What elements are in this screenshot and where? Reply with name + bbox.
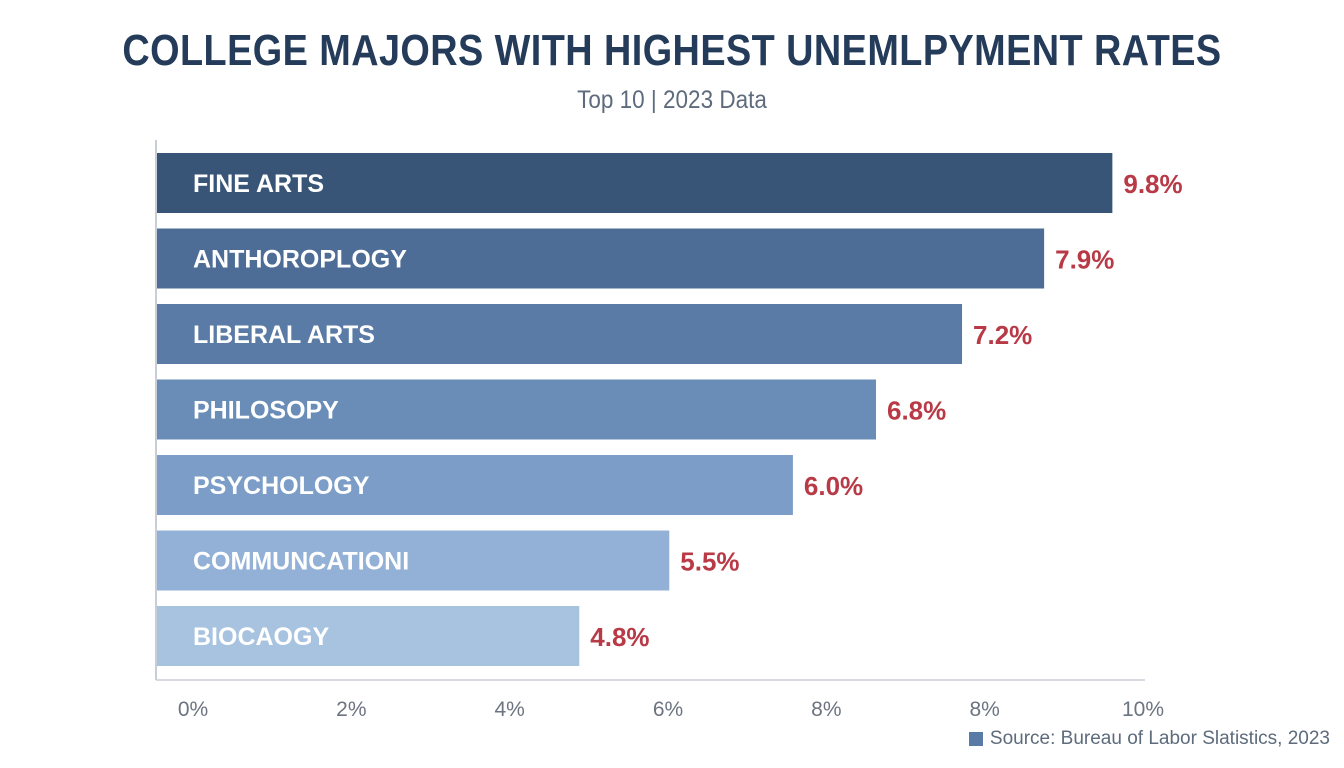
bar-category-label: BIOCAOGY — [193, 623, 329, 651]
bar-value-label: 7.9% — [1055, 245, 1114, 275]
bar — [156, 455, 793, 515]
bar-category-label: LIBERAL ARTS — [193, 321, 375, 349]
bar-value-label: 5.5% — [680, 547, 739, 577]
source-text: Source: Bureau of Labor Slatistics, 2023 — [989, 728, 1330, 749]
x-tick-label: 6% — [653, 698, 683, 721]
bar-value-label: 9.8% — [1123, 169, 1182, 199]
x-tick-label: 4% — [494, 698, 524, 721]
bar — [156, 228, 1045, 289]
x-tick-label: 8% — [969, 698, 999, 721]
chart-title: COLLEGE MAJORS WITH HIGHEST UNEMLPYMENT … — [122, 26, 1222, 75]
bars-group: FINE ARTS 9.8% ANTHOROPLOGY 7.9% LIBERAL ART… — [156, 153, 1183, 666]
bar — [156, 304, 963, 364]
x-tick-label: 2% — [336, 698, 366, 721]
x-tick-label: 10% — [1122, 698, 1164, 721]
bar — [156, 379, 876, 440]
bar-category-label: FINE ARTS — [193, 170, 324, 198]
x-tick-label: 0% — [178, 698, 208, 721]
chart-subtitle: Top 10 | 2023 Data — [577, 86, 767, 114]
source-legend-swatch — [968, 732, 983, 746]
bar — [156, 530, 670, 591]
bar-value-label: 4.8% — [590, 622, 649, 652]
bar-value-label: 6.8% — [887, 396, 946, 426]
x-axis: 0% 2% 4% 6% 8% 8% 10% — [155, 140, 1164, 721]
bar-category-label: PSYCHOLOGY — [193, 472, 370, 500]
source-note: Source: Bureau of Labor Slatistics, 2023 — [968, 728, 1330, 750]
bar-value-label: 7.2% — [973, 320, 1032, 350]
bar — [156, 606, 580, 666]
bar-category-label: ANTHOROPLOGY — [193, 246, 407, 274]
bar-value-label: 6.0% — [804, 471, 863, 501]
bar-category-label: PHILOSOPY — [193, 397, 339, 425]
x-tick-label: 8% — [811, 698, 841, 721]
bar — [156, 153, 1113, 213]
bar-category-label: COMMUNCATIONI — [193, 548, 409, 576]
